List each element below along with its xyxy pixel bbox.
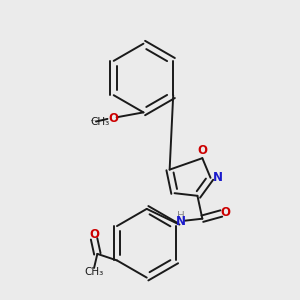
- Text: CH₃: CH₃: [91, 117, 110, 127]
- Text: H: H: [177, 211, 184, 221]
- Text: O: O: [90, 228, 100, 242]
- Text: methoxy: methoxy: [91, 119, 98, 121]
- Text: O: O: [220, 206, 230, 219]
- Text: N: N: [176, 215, 186, 228]
- Text: O: O: [108, 112, 118, 125]
- Text: N: N: [213, 171, 223, 184]
- Text: O: O: [197, 145, 207, 158]
- Text: CH₃: CH₃: [85, 267, 104, 277]
